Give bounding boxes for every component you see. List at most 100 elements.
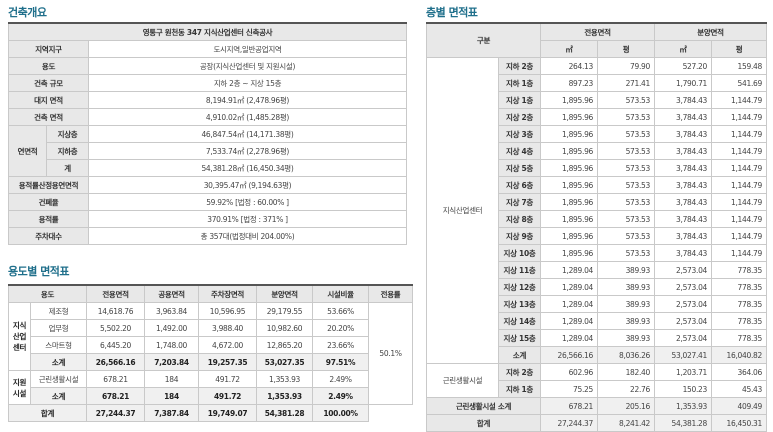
category-label: 지식산업센터 — [426, 57, 499, 364]
data-cell: 2.49% — [312, 370, 370, 388]
data-cell: 20.20% — [312, 319, 370, 337]
row-value: 공장(지식산업센터 및 지원시설) — [88, 57, 407, 75]
data-cell: 75.25 — [540, 380, 599, 398]
group-label: 지원 시설 — [8, 370, 31, 405]
usage-name: 근린생활시설 — [29, 370, 88, 388]
unit-header: 평 — [597, 40, 656, 58]
subtotal-label: 소계 — [29, 353, 88, 371]
data-cell: 491.72 — [198, 370, 258, 388]
table-row: 용적률산정용연면적 30,395.47㎡ (9,194.63평) — [8, 176, 407, 194]
data-cell: 573.53 — [597, 210, 656, 228]
group-label: 지식 산업 센터 — [8, 302, 31, 371]
floor-label: 지상 15층 — [497, 329, 542, 347]
floor-label: 지상 10층 — [497, 244, 542, 262]
data-cell: 573.53 — [597, 125, 656, 143]
data-cell: 27,244.37 — [86, 404, 146, 422]
floor-label: 지하 1층 — [497, 380, 542, 398]
data-cell: 3,784.43 — [654, 91, 713, 109]
data-cell: 1,144.79 — [711, 227, 767, 245]
data-cell: 27,244.37 — [540, 414, 599, 432]
data-cell: 54,381.28 — [256, 404, 314, 422]
overview-title: 건축개요 — [8, 6, 47, 19]
data-cell: 1,895.96 — [540, 227, 599, 245]
column-header: 시설비율 — [312, 284, 370, 303]
data-cell: 7,387.84 — [144, 404, 200, 422]
table-row: 지상 15층 1,289.04 389.93 2,573.04 778.35 — [427, 329, 767, 347]
row-label: 지역지구 — [8, 40, 89, 58]
data-cell: 29,179.55 — [256, 302, 314, 320]
table-row: 근린생활시설 소계 678.21 205.16 1,353.93 409.49 — [425, 397, 767, 415]
data-cell: 1,289.04 — [540, 261, 599, 279]
data-cell: 7,203.84 — [144, 353, 200, 371]
data-cell: 10,982.60 — [256, 319, 314, 337]
data-cell: 2,573.04 — [654, 312, 713, 330]
data-cell: 97.51% — [312, 353, 370, 371]
data-cell: 1,144.79 — [711, 125, 767, 143]
data-cell: 16,040.82 — [711, 346, 767, 364]
table-row: 지식산업센터 지하 2층 264.13 79.90 527.20 159.48 — [426, 57, 767, 364]
data-cell: 205.16 — [597, 397, 656, 415]
row-value: 총 357대(법정대비 204.00%) — [88, 227, 407, 245]
data-cell: 389.93 — [597, 261, 656, 279]
row-label: 주차대수 — [8, 227, 89, 245]
data-cell: 2.49% — [312, 387, 370, 405]
data-cell: 1,289.04 — [540, 295, 599, 313]
table-row: 계 54,381.28㎡ (16,450.34평) — [9, 159, 407, 177]
table-row: 용도 공장(지식산업센터 및 지원시설) — [8, 57, 407, 75]
column-header: 분양면적 — [654, 22, 767, 41]
data-cell: 1,144.79 — [711, 244, 767, 262]
row-label: 계 — [46, 159, 89, 177]
data-cell: 5,502.20 — [86, 319, 146, 337]
floors-table: 구분 전용면적 분양면적 ㎡ 평 ㎡ 평 지식산업센터 지하 2층 264.13 79.90 527.… — [425, 22, 767, 432]
table-row: 대지 면적 8,194.91㎡ (2,478.96평) — [8, 91, 407, 109]
table-row: 주차대수 총 357대(법정대비 204.00%) — [8, 227, 407, 245]
data-cell: 3,784.43 — [654, 227, 713, 245]
floor-label: 지상 12층 — [497, 278, 542, 296]
table-row: 건폐율 59.92% [법정 : 60.00% ] — [8, 193, 407, 211]
row-value: 지하 2층 ~ 지상 15층 — [88, 74, 407, 92]
table-row: 합계 27,244.37 7,387.84 19,749.07 54,381.28 100… — [7, 404, 413, 422]
data-cell: 3,784.43 — [654, 125, 713, 143]
data-cell: 678.21 — [540, 397, 599, 415]
exclusive-rate: 50.1% — [368, 302, 413, 405]
data-cell: 1,353.93 — [654, 397, 713, 415]
data-cell: 1,353.93 — [256, 370, 314, 388]
data-cell: 573.53 — [597, 159, 656, 177]
table-row: 지상 13층 1,289.04 389.93 2,573.04 778.35 — [427, 295, 767, 313]
table-row: 소계 678.21 184 491.72 1,353.93 2.49% — [8, 387, 413, 405]
floor-label: 지상 13층 — [497, 295, 542, 313]
data-cell: 678.21 — [86, 370, 146, 388]
row-value: 도시지역,일반공업지역 — [88, 40, 407, 58]
column-header: 주차장면적 — [198, 284, 258, 303]
data-cell: 389.93 — [597, 329, 656, 347]
data-cell: 2,573.04 — [654, 329, 713, 347]
table-row: 구분 전용면적 분양면적 — [425, 22, 767, 58]
data-cell: 14,618.76 — [86, 302, 146, 320]
data-cell: 527.20 — [654, 57, 713, 75]
data-cell: 3,784.43 — [654, 159, 713, 177]
floor-label: 지하 1층 — [497, 74, 542, 92]
data-cell: 1,895.96 — [540, 210, 599, 228]
data-cell: 1,492.00 — [144, 319, 200, 337]
floor-label: 지상 14층 — [497, 312, 542, 330]
row-label: 건폐율 — [8, 193, 89, 211]
data-cell: 1,144.79 — [711, 176, 767, 194]
table-row: 건축 면적 4,910.02㎡ (1,485.28평) — [8, 108, 407, 126]
data-cell: 1,895.96 — [540, 244, 599, 262]
data-cell: 1,895.96 — [540, 108, 599, 126]
data-cell: 45.43 — [711, 380, 767, 398]
data-cell: 897.23 — [540, 74, 599, 92]
column-header: 구분 — [425, 22, 542, 58]
subtotal-label: 소계 — [497, 346, 542, 364]
data-cell: 778.35 — [711, 295, 767, 313]
usage-name: 제조형 — [29, 302, 88, 320]
data-cell: 1,289.04 — [540, 278, 599, 296]
row-value: 59.92% [법정 : 60.00% ] — [88, 193, 407, 211]
data-cell: 23.66% — [312, 336, 370, 354]
data-cell: 4,672.00 — [198, 336, 258, 354]
data-cell: 8,241.42 — [597, 414, 656, 432]
data-cell: 22.76 — [597, 380, 656, 398]
data-cell: 1,289.04 — [540, 312, 599, 330]
total-label: 합계 — [425, 414, 542, 432]
row-value: 370.91% [법정 : 371% ] — [88, 210, 407, 228]
